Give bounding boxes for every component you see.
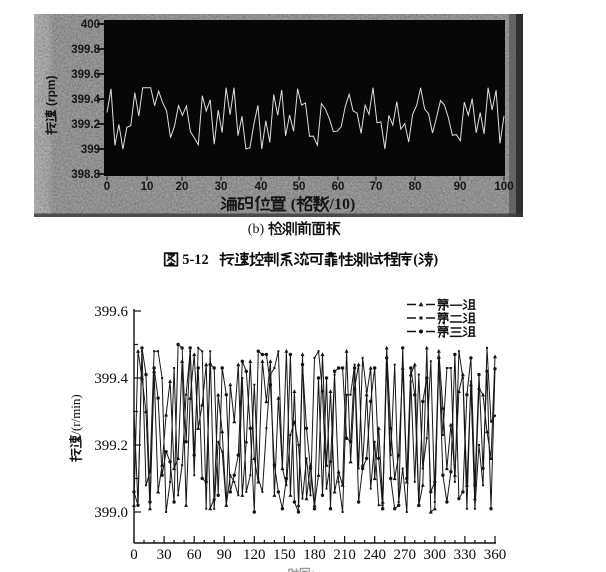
svg-text:399.2: 399.2 <box>71 119 100 131</box>
svg-text:210: 210 <box>333 547 356 563</box>
svg-text:270: 270 <box>394 547 417 563</box>
svg-text:0: 0 <box>130 547 138 563</box>
svg-text:399.6: 399.6 <box>71 69 100 81</box>
svg-text:60: 60 <box>332 181 345 193</box>
svg-text:120: 120 <box>243 547 266 563</box>
svg-text:5-12: 5-12 <box>179 252 220 268</box>
svg-text:150: 150 <box>273 547 296 563</box>
svg-text:399.8: 399.8 <box>71 44 100 56</box>
svg-text:399.2: 399.2 <box>94 438 128 454</box>
svg-text:399.0: 399.0 <box>94 505 128 521</box>
svg-text:399.4: 399.4 <box>94 371 128 387</box>
svg-text:/s: /s <box>311 568 318 572</box>
svg-text:(rpm): (rpm) <box>44 76 58 110</box>
svg-text:300: 300 <box>424 547 447 563</box>
svg-text:80: 80 <box>409 181 422 193</box>
svg-text:90: 90 <box>217 547 232 563</box>
svg-text:330: 330 <box>454 547 477 563</box>
svg-text:60: 60 <box>187 547 202 563</box>
svg-text:(b): (b) <box>248 222 268 237</box>
svg-text:/10): /10) <box>329 196 356 213</box>
svg-text:10: 10 <box>141 181 154 193</box>
svg-text:360: 360 <box>484 547 507 563</box>
svg-text:/(r/min): /(r/min) <box>68 394 83 434</box>
svg-text:0: 0 <box>104 181 110 193</box>
svg-text:(: ( <box>413 252 418 268</box>
svg-text:399.4: 399.4 <box>71 94 100 106</box>
svg-text:): ) <box>433 252 438 268</box>
svg-text:20: 20 <box>176 181 189 193</box>
svg-text:400: 400 <box>81 19 100 31</box>
svg-text:100: 100 <box>494 181 513 193</box>
svg-text:399: 399 <box>81 144 100 156</box>
svg-text:180: 180 <box>303 547 326 563</box>
svg-text:30: 30 <box>215 181 228 193</box>
svg-text:30: 30 <box>157 547 172 563</box>
svg-text:90: 90 <box>454 181 467 193</box>
svg-text:40: 40 <box>255 181 268 193</box>
svg-text:399.6: 399.6 <box>94 304 128 320</box>
svg-text:(: ( <box>287 196 296 213</box>
svg-text:50: 50 <box>293 181 306 193</box>
svg-text:240: 240 <box>363 547 386 563</box>
svg-text:70: 70 <box>370 181 383 193</box>
svg-text:398.8: 398.8 <box>71 169 100 181</box>
